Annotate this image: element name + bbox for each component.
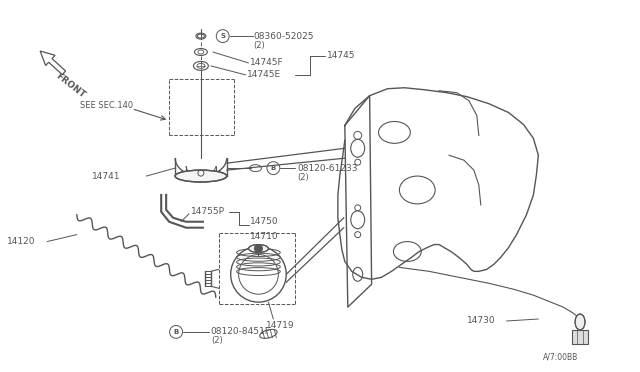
Text: 08120-61233: 08120-61233 — [297, 164, 358, 173]
Circle shape — [255, 244, 262, 253]
Ellipse shape — [175, 170, 227, 182]
Text: SEE SEC.140: SEE SEC.140 — [80, 101, 133, 110]
Text: A/7:00BB: A/7:00BB — [543, 352, 578, 361]
Text: B: B — [271, 165, 276, 171]
Text: 14745: 14745 — [327, 51, 355, 61]
Text: 14719: 14719 — [266, 321, 295, 330]
Text: (2): (2) — [297, 173, 309, 182]
Text: 14745E: 14745E — [246, 70, 281, 79]
Text: (2): (2) — [211, 336, 223, 345]
Ellipse shape — [248, 244, 268, 253]
Polygon shape — [40, 51, 66, 75]
Text: 14730: 14730 — [467, 317, 495, 326]
Ellipse shape — [575, 314, 585, 330]
Text: 08120-8451F: 08120-8451F — [211, 327, 271, 336]
Text: 14745F: 14745F — [250, 58, 283, 67]
Text: 08360-52025: 08360-52025 — [253, 32, 314, 41]
Text: FRONT: FRONT — [54, 71, 87, 100]
Text: S: S — [220, 33, 225, 39]
Polygon shape — [572, 330, 588, 344]
Text: 14710: 14710 — [250, 232, 278, 241]
Text: 14755P: 14755P — [191, 207, 225, 216]
Text: B: B — [173, 329, 179, 335]
Text: 14741: 14741 — [92, 171, 120, 180]
Text: 14120: 14120 — [7, 237, 36, 246]
Text: (2): (2) — [253, 41, 265, 49]
Text: 14750: 14750 — [250, 217, 278, 226]
